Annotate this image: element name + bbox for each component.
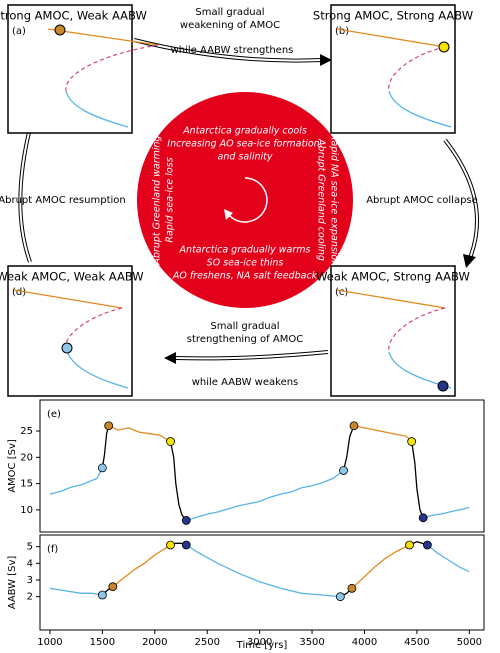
series-line [101,425,110,468]
series-line [426,544,470,573]
series-line [423,506,470,519]
x-tick-label: 2500 [194,637,219,648]
panel-title: Weak AMOC, Strong AABW [316,270,470,284]
panel-label: (a) [12,26,26,37]
circle-text: and salinity [218,152,273,163]
state-marker [166,540,175,550]
x-tick-label: 2000 [142,637,167,648]
y-tick-label: 3 [27,575,33,586]
panel-label: (d) [12,287,26,298]
x-tick-label: 3000 [247,637,272,648]
state-marker [422,540,432,550]
circle-text: SO sea-ice thins [207,258,284,269]
panel-label: (f) [47,544,58,555]
series-line [108,425,171,443]
x-tick-label: 5000 [457,637,482,648]
state-marker [104,421,114,431]
transition-text: Small gradual [195,7,264,18]
state-panel: Weak AMOC, Weak AABW (d) [0,265,144,397]
transition-text: Abrupt AMOC collapse [366,195,478,206]
circle-text: Increasing AO sea-ice formation, [167,139,322,150]
series-line [49,467,103,495]
transition-text: Abrupt AMOC resumption [0,195,126,206]
state-marker [166,437,175,446]
plot-frame [39,534,485,631]
state-panel: Strong AMOC, Weak AABW (a) [0,4,158,134]
panel-label: (e) [47,409,61,420]
y-tick-label: 2 [27,592,33,603]
x-tick-label: 1000 [37,637,62,648]
x-tick-label: 4500 [404,637,429,648]
state-marker [349,421,359,431]
y-tick-label: 25 [20,426,33,437]
state-marker [407,437,417,446]
series-line [411,441,424,519]
series-line [185,544,341,598]
y-axis-label: AABW [Sv] [7,556,18,610]
transition-text: while AABW weakens [192,377,299,388]
state-marker [335,592,345,602]
y-tick-label: 5 [27,542,33,553]
y-tick-label: 4 [27,558,33,569]
series-line [186,469,344,522]
panel-title: Weak AMOC, Weak AABW [0,270,144,284]
state-marker [418,513,428,523]
y-tick-label: 10 [20,505,33,516]
transition-text: Small gradual [210,321,279,332]
y-tick-label: 15 [20,479,33,490]
panel-label: (b) [335,26,349,37]
state-marker [181,540,191,550]
cycle-arrowhead [224,209,233,220]
circle-text: AO freshens, NA salt feedback [172,271,318,282]
circle-text: Antarctica gradually warms [179,245,311,256]
x-tick-label: 4000 [352,637,377,648]
state-marker [108,582,118,592]
y-tick-label: 20 [20,452,33,463]
cycle-arrow [227,177,268,223]
transition-text: strengthening of AMOC [187,334,303,345]
x-axis-label: Time [yrs] [236,640,288,651]
state-marker [347,583,357,593]
x-tick-label: 3500 [299,637,324,648]
circle-text: Antarctica gradually cools [182,126,307,137]
circle-text: Rapid NA sea-ice expansion [329,134,340,266]
transition-text: while AABW strengthens [171,45,294,56]
series-line [112,544,171,588]
circle-text: Abrupt Greenland warming [152,135,163,265]
state-marker [339,466,348,475]
series-line [342,425,355,471]
panel-title: Strong AMOC, Strong AABW [313,9,473,23]
series-line [353,425,413,442]
transition-text: weakening of AMOC [180,20,280,31]
state-marker [97,463,107,473]
circle-text: Rapid sea-ice loss [165,157,176,242]
plot-frame [39,399,485,533]
series-line [351,544,410,589]
state-marker [405,540,414,550]
state-marker [181,516,191,525]
series-line [49,587,103,596]
x-tick-label: 1500 [90,637,115,648]
series-line [169,441,187,521]
panel-title: Strong AMOC, Weak AABW [0,9,147,23]
state-panel: Strong AMOC, Strong AABW (b) [313,4,473,134]
circle-text: Abrupt Greenland cooling [316,138,327,261]
state-marker [97,590,107,600]
y-axis-label: AMOC [Sv] [7,439,18,493]
process-circle [137,92,353,308]
panel-label: (c) [335,287,348,298]
state-panel: Weak AMOC, Strong AABW (c) [316,265,470,397]
